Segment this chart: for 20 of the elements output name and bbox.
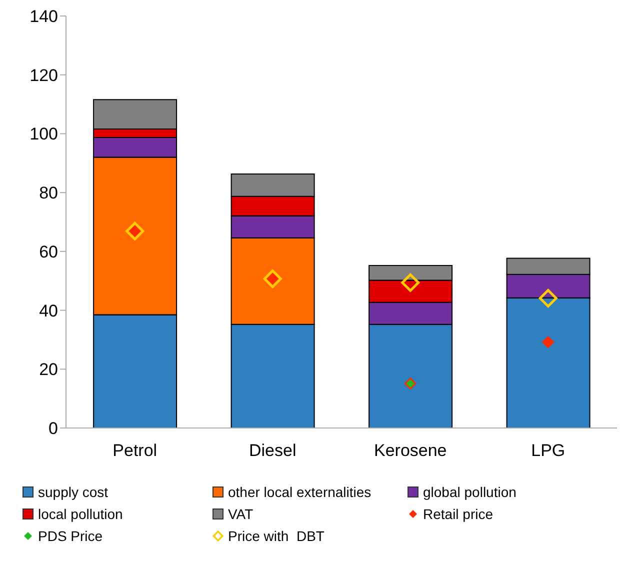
legend-label: Retail price — [423, 506, 494, 522]
y-tick-label: 20 — [39, 360, 58, 380]
legend-label: other local externalities — [228, 484, 372, 500]
y-tick-label: 80 — [39, 184, 58, 203]
legend-label: global pollution — [423, 484, 516, 500]
y-tick-label: 100 — [30, 124, 58, 144]
legend-label: PDS Price — [38, 528, 103, 544]
x-tick-label: LPG — [531, 441, 566, 460]
x-tick-label: Diesel — [249, 441, 296, 460]
x-tick-label: Petrol — [112, 441, 158, 460]
y-tick-label: 120 — [30, 66, 58, 85]
legend-label: Price with DBT — [228, 528, 324, 544]
y-tick-label: 0 — [48, 419, 58, 438]
y-tick-label: 40 — [39, 301, 58, 320]
y-tick-label: 140 — [30, 7, 58, 26]
legend-label: supply cost — [38, 484, 108, 500]
y-tick-label: 60 — [39, 242, 58, 262]
legend-label: VAT — [228, 506, 254, 522]
x-tick-label: Kerosene — [374, 441, 447, 460]
legend-label: local pollution — [38, 506, 123, 522]
